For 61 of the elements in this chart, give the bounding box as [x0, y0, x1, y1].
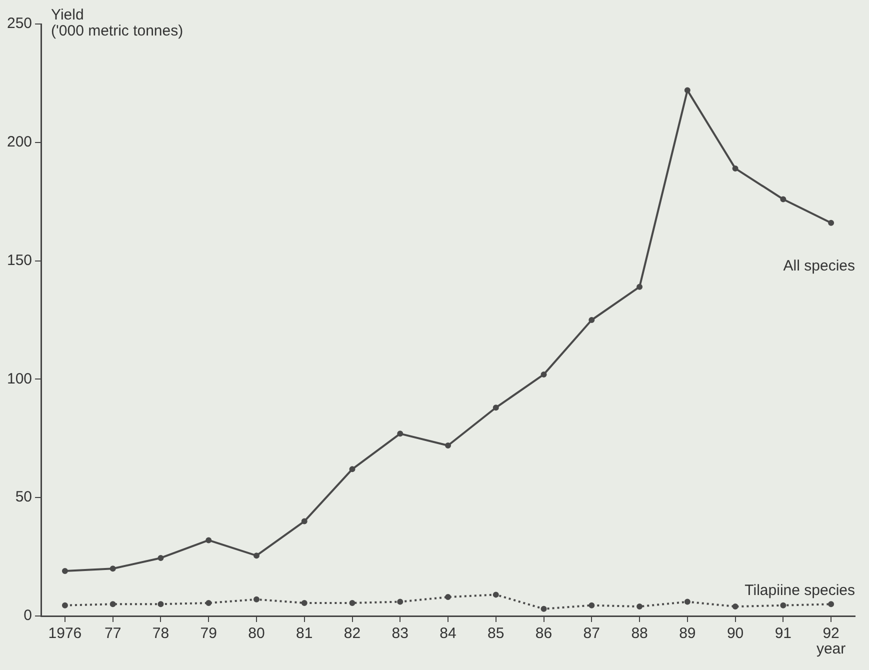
x-tick-label: 77	[104, 625, 122, 642]
point	[684, 87, 690, 94]
y-tick-label: 250	[6, 15, 32, 32]
x-tick-label: 90	[726, 625, 744, 642]
point	[588, 317, 595, 323]
point	[492, 592, 499, 598]
point	[110, 566, 116, 572]
x-tick-label: 84	[440, 625, 456, 642]
point	[62, 568, 68, 574]
point	[684, 598, 690, 605]
point	[780, 196, 786, 202]
point	[397, 598, 404, 605]
y-tick-label: 100	[6, 370, 32, 388]
y-tick-label: 200	[6, 134, 32, 151]
x-tick-label: 91	[774, 625, 792, 642]
x-tick-label: 86	[535, 625, 552, 642]
point	[828, 601, 834, 608]
point	[636, 284, 643, 290]
text: All species	[783, 258, 855, 275]
x-tick-label: 1976	[48, 625, 82, 642]
point	[206, 600, 212, 606]
point	[349, 466, 356, 472]
point	[445, 594, 452, 600]
point	[301, 600, 308, 606]
series-label: Tilapiine species	[744, 582, 855, 599]
x-tick-label: 82	[344, 625, 361, 642]
x-tick-label: 83	[392, 625, 408, 642]
point	[732, 165, 738, 172]
point	[780, 602, 786, 608]
point	[253, 552, 260, 559]
point	[158, 601, 164, 608]
point	[253, 596, 260, 602]
point	[206, 537, 212, 544]
point	[301, 518, 308, 524]
x-tick-label: 89	[679, 625, 696, 642]
point	[349, 600, 356, 606]
y-axis-title: Yield ('000 metric tonnes)	[51, 6, 184, 40]
point	[540, 371, 547, 378]
x-tick-label: 88	[631, 625, 648, 642]
x-axis-title: year	[816, 640, 846, 658]
point	[445, 442, 452, 449]
point	[492, 404, 499, 411]
point	[540, 606, 547, 612]
y-tick-label: 0	[24, 607, 32, 624]
point	[110, 601, 116, 608]
point	[828, 220, 834, 226]
x-tick-label: 85	[488, 625, 504, 642]
point	[636, 604, 643, 610]
y-tick-label: 150	[6, 252, 32, 269]
x-tick-label: 87	[583, 625, 600, 642]
x-tick-label: 79	[200, 625, 217, 642]
y-tick-label: 50	[15, 488, 32, 506]
x-tick-label: 81	[296, 625, 313, 642]
point	[588, 602, 595, 608]
point	[158, 554, 164, 561]
point	[397, 430, 404, 437]
point	[732, 604, 738, 610]
x-tick-label: 80	[248, 625, 265, 642]
point	[62, 602, 68, 608]
x-tick-label: 92	[822, 625, 840, 642]
x-tick-label: 78	[152, 625, 170, 642]
